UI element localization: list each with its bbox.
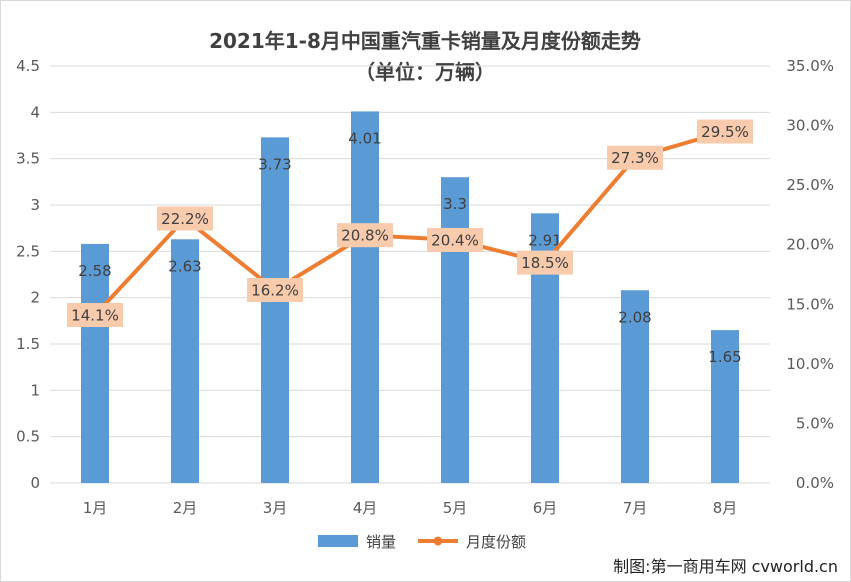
- share-label-box: [697, 119, 753, 144]
- bar-label: 2.08: [618, 308, 651, 326]
- share-label-box: [337, 223, 393, 248]
- right-tick-label: 15.0%: [786, 295, 834, 313]
- bar-label: 4.01: [348, 129, 381, 147]
- x-tick-label: 8月: [713, 499, 738, 517]
- bar-label: 3.3: [443, 195, 467, 213]
- right-tick-label: 10.0%: [786, 355, 834, 373]
- chart-title: 2021年1-8月中国重汽重卡销量及月度份额走势: [209, 29, 641, 53]
- legend-label-share: 月度份额: [466, 533, 526, 551]
- right-axis-ticks: 0.0% 5.0% 10.0% 15.0% 20.0% 25.0% 30.0% 35.0%: [786, 57, 834, 492]
- bar-8月: [711, 330, 739, 483]
- bar-7月: [621, 290, 649, 483]
- x-tick-label: 1月: [83, 499, 108, 517]
- share-label: 20.8%: [341, 227, 389, 245]
- right-tick-label: 35.0%: [786, 57, 834, 75]
- right-tick-label: 0.0%: [796, 474, 834, 492]
- left-tick-label: 2.5: [16, 242, 40, 260]
- share-label-box: [607, 145, 663, 170]
- right-tick-label: 20.0%: [786, 236, 834, 254]
- share-label: 16.2%: [251, 281, 299, 299]
- watermark: 制图:第一商用车网 cvworld.cn: [613, 557, 838, 576]
- bar-label: 1.65: [708, 348, 741, 366]
- share-label-box: [517, 250, 573, 275]
- bar-2月: [171, 239, 199, 483]
- x-tick-label: 6月: [533, 499, 558, 517]
- left-tick-label: 0: [30, 474, 40, 492]
- left-tick-label: 3: [30, 196, 40, 214]
- share-label: 29.5%: [701, 123, 749, 141]
- right-tick-label: 25.0%: [786, 176, 834, 194]
- bar-5月: [441, 177, 469, 483]
- share-label: 27.3%: [611, 149, 659, 167]
- share-label-box: [67, 303, 123, 328]
- sales-bar-labels: 2.58 2.63 3.73 4.01 3.3 2.91 2.08 1.65: [78, 129, 741, 366]
- legend-label-sales: 销量: [366, 533, 396, 551]
- left-tick-label: 1.5: [16, 335, 40, 353]
- left-tick-label: 1: [30, 381, 40, 399]
- share-label: 20.4%: [431, 231, 479, 249]
- x-tick-label: 5月: [443, 499, 468, 517]
- x-axis-ticks: 1月 2月 3月 4月 5月 6月 7月 8月: [83, 499, 738, 517]
- share-label: 22.2%: [161, 210, 209, 228]
- legend: 销量 月度份额: [318, 533, 526, 551]
- bar-4月: [351, 111, 379, 483]
- legend-marker-share: [433, 536, 443, 546]
- left-axis-ticks: 0 0.5 1 1.5 2 2.5 3 3.5 4 4.5: [16, 57, 40, 492]
- left-tick-label: 3.5: [16, 150, 40, 168]
- right-tick-label: 5.0%: [796, 414, 834, 432]
- x-tick-label: 2月: [173, 499, 198, 517]
- share-line-labels: 14.1% 22.2% 16.2% 20.8% 20.4% 18.5% 27.3% 29.5%: [67, 119, 753, 328]
- legend-swatch-sales: [318, 535, 358, 547]
- left-tick-label: 4: [30, 103, 40, 121]
- bar-1月: [81, 243, 109, 483]
- share-label: 14.1%: [71, 307, 119, 325]
- bar-label: 2.58: [78, 262, 111, 280]
- bar-3月: [261, 137, 289, 483]
- gridlines: [50, 65, 770, 484]
- x-tick-label: 4月: [353, 499, 378, 517]
- x-tick-label: 3月: [263, 499, 288, 517]
- right-tick-label: 30.0%: [786, 117, 834, 135]
- share-label-box: [427, 227, 483, 252]
- left-tick-label: 2: [30, 289, 40, 307]
- bar-label: 3.73: [258, 155, 291, 173]
- x-tick-label: 7月: [623, 499, 648, 517]
- share-label-box: [157, 206, 213, 231]
- share-label-box: [247, 277, 303, 302]
- left-tick-label: 4.5: [16, 57, 40, 75]
- share-label: 18.5%: [521, 254, 569, 272]
- bar-label: 2.63: [168, 257, 201, 275]
- bar-label: 2.91: [528, 231, 561, 249]
- left-tick-label: 0.5: [16, 428, 40, 446]
- chart-subtitle: （单位：万辆）: [355, 60, 495, 84]
